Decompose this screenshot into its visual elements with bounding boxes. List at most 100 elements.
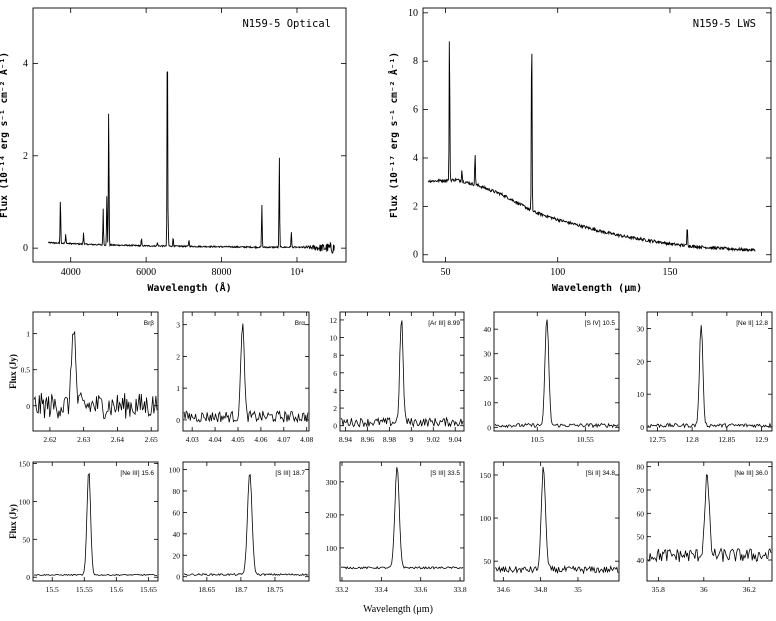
x-tick-label: 34.8 bbox=[534, 585, 547, 594]
y-tick-label: 6 bbox=[413, 105, 418, 116]
x-tick-label: 35.8 bbox=[652, 585, 665, 594]
x-tick-label: 34.6 bbox=[497, 585, 510, 594]
y-tick-label: 100 bbox=[326, 544, 338, 553]
spectrum-series bbox=[494, 319, 619, 429]
y-tick-label: 100 bbox=[169, 466, 181, 475]
x-tick-label: 12.9 bbox=[755, 435, 768, 444]
x-tick-label: 4000 bbox=[61, 267, 81, 278]
x-tick-label: 9.02 bbox=[427, 435, 440, 444]
chart-panel-lws: 50 100 150 0 2 4 6 8 10 N159-5 LWS Wavelength (μm)… bbox=[389, 7, 772, 294]
chart-panel-ar3: 8.94 8.96 8.98 9 9.02 9.04 0 2 4 6 8 10 12 [Ar III] 8… bbox=[330, 311, 465, 444]
spectrum-series bbox=[33, 330, 158, 420]
x-tick-label: 12.75 bbox=[649, 435, 666, 444]
y-tick-label: 3 bbox=[176, 321, 180, 330]
plot-frame bbox=[493, 461, 620, 582]
plot-frame bbox=[32, 7, 347, 263]
spectrum-series bbox=[427, 41, 756, 252]
line-label: [Ne III] 36.0 bbox=[734, 470, 768, 477]
y-tick-label: 2 bbox=[176, 352, 180, 361]
line-label: Brα bbox=[295, 320, 306, 327]
x-tick-label: 8.98 bbox=[383, 435, 396, 444]
x-tick-label: 9 bbox=[409, 435, 413, 444]
y-tick-label: 1 bbox=[176, 384, 180, 393]
chart-panel-bra: 2.62 2.63 2.64 2.65 0 0.5 1 Brβ Flux (Jy) bbox=[8, 311, 159, 444]
y-tick-label: 10 bbox=[484, 399, 492, 408]
spectrum-series bbox=[183, 473, 309, 577]
y-tick-label: 300 bbox=[326, 478, 338, 487]
y-tick-label: 0 bbox=[333, 422, 337, 431]
chart-panel-ne3: 15.5 15.55 15.6 15.65 0 50 100 150 [Ne III] 15.6… bbox=[8, 460, 159, 594]
y-tick-label: 150 bbox=[480, 471, 492, 480]
y-tick-label: 0 bbox=[640, 423, 644, 432]
spectrum-series bbox=[647, 474, 772, 563]
line-label: [S IV] 10.5 bbox=[585, 320, 616, 327]
y-tick-label: 80 bbox=[173, 487, 181, 496]
x-tick-label: 2.64 bbox=[111, 435, 124, 444]
chart-panel-ne3b: 35.8 36 36.2 40 50 60 70 80 [Ne III] 36.0 bbox=[637, 461, 773, 594]
chart-panel-si2: 34.6 34.8 35 50 100 150 [Si II] 34.8 bbox=[480, 461, 620, 594]
x-tick-label: 2.62 bbox=[43, 435, 56, 444]
line-label: [Ne III] 15.6 bbox=[120, 470, 154, 477]
y-tick-label: 20 bbox=[173, 551, 181, 560]
x-tick-label: 33.8 bbox=[454, 585, 467, 594]
plot-frame bbox=[32, 311, 159, 432]
x-tick-label: 36 bbox=[700, 585, 708, 594]
x-tick-label: 8000 bbox=[212, 267, 232, 278]
x-tick-label: 15.6 bbox=[110, 585, 123, 594]
chart-panel-optical: 4000 6000 8000 10⁴ 0 2 4 N159-5 Optical Waveleng… bbox=[0, 7, 347, 294]
y-tick-label: 4 bbox=[413, 153, 418, 164]
y-tick-label: 20 bbox=[637, 357, 645, 366]
x-tick-label: 4.03 bbox=[186, 435, 199, 444]
x-tick-label: 12.8 bbox=[686, 435, 699, 444]
chart-panel-ne2: 12.75 12.8 12.85 12.9 0 10 20 30 [Ne II] 12.8 bbox=[637, 311, 773, 444]
x-axis-label: Wavelength (μm) bbox=[552, 283, 642, 294]
x-tick-label: 18.7 bbox=[234, 585, 247, 594]
x-tick-label: 35 bbox=[574, 585, 582, 594]
spectrum-series bbox=[340, 320, 464, 428]
y-tick-label: 40 bbox=[173, 530, 181, 539]
spectrum-series bbox=[183, 323, 309, 424]
x-tick-label: 4.06 bbox=[254, 435, 267, 444]
y-tick-label: 0 bbox=[413, 250, 418, 261]
y-tick-label: 0 bbox=[26, 402, 30, 411]
line-label: [Ar III] 8.99 bbox=[428, 320, 460, 327]
y-tick-label: 2 bbox=[23, 151, 28, 162]
x-tick-label: 10⁴ bbox=[290, 267, 304, 278]
y-tick-label: 6 bbox=[333, 369, 337, 378]
y-tick-label: 8 bbox=[333, 351, 337, 360]
chart-panel-s4: 10.5 10.55 0 10 20 30 40 [S IV] 10.5 bbox=[484, 311, 620, 444]
x-tick-label: 15.65 bbox=[140, 585, 157, 594]
y-tick-label: 4 bbox=[333, 386, 337, 395]
spectrum-series bbox=[647, 325, 772, 429]
line-label: [S III] 33.5 bbox=[430, 470, 460, 477]
x-tick-label: 50 bbox=[440, 267, 450, 278]
figure-x-axis-label: Wavelength (μm) bbox=[363, 604, 433, 615]
chart-panel-brb: 4.03 4.04 4.05 4.06 4.07 4.08 0 1 2 3 Brα bbox=[176, 311, 314, 444]
y-axis-label: Flux (Jy) bbox=[8, 504, 18, 539]
y-tick-label: 0 bbox=[23, 243, 28, 254]
y-tick-label: 60 bbox=[173, 508, 181, 517]
y-tick-label: 0 bbox=[26, 573, 30, 582]
x-tick-label: 15.55 bbox=[76, 585, 93, 594]
spectrum-series bbox=[494, 466, 619, 575]
x-tick-label: 4.04 bbox=[209, 435, 222, 444]
plot-frame bbox=[646, 311, 773, 432]
line-label: [Ne II] 12.8 bbox=[736, 320, 768, 327]
y-tick-label: 150 bbox=[19, 460, 31, 469]
spectrum-series bbox=[47, 70, 335, 254]
y-axis-label: Flux (Jy) bbox=[8, 354, 18, 389]
y-tick-label: 50 bbox=[637, 533, 645, 542]
y-tick-label: 10 bbox=[637, 390, 645, 399]
y-tick-label: 2 bbox=[413, 201, 418, 212]
x-tick-label: 8.96 bbox=[361, 435, 374, 444]
y-tick-label: 30 bbox=[484, 350, 492, 359]
spectrum-series bbox=[341, 467, 464, 570]
y-axis-label: Flux (10⁻¹⁴ erg s⁻¹ cm⁻² Å⁻¹) bbox=[0, 52, 10, 218]
plot-frame bbox=[339, 461, 465, 582]
y-tick-label: 0 bbox=[487, 423, 491, 432]
y-tick-label: 100 bbox=[19, 497, 31, 506]
x-axis-label: Wavelength (Å) bbox=[147, 281, 231, 294]
y-tick-label: 100 bbox=[480, 514, 492, 523]
chart-title: N159-5 LWS bbox=[693, 18, 756, 30]
plot-frame bbox=[182, 461, 310, 582]
